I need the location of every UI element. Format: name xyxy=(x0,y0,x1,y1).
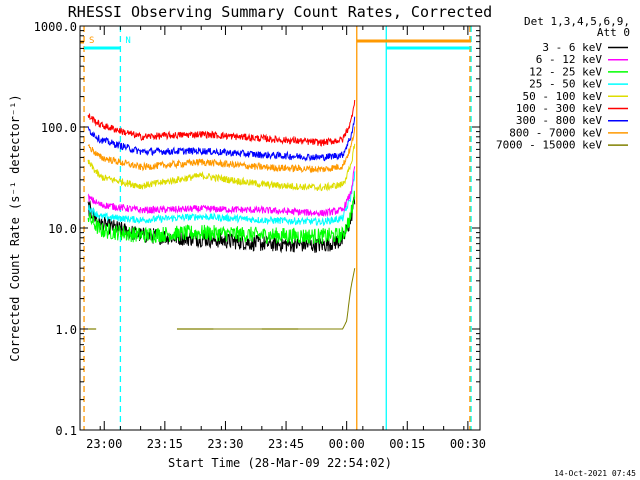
footer-timestamp: 14-Oct-2021 07:45 xyxy=(554,469,636,478)
x-tick-label-0: 23:00 xyxy=(86,437,122,451)
axes: 0.1 1.0 10.0 100.0 1000.0 23:00 23:15 23:30 23:4… xyxy=(34,20,486,451)
marker-label-N: N xyxy=(125,36,130,46)
y-tick-label-2: 10.0 xyxy=(48,222,77,236)
x-tick-label-2: 23:30 xyxy=(207,437,243,451)
y-tick-label-1: 1.0 xyxy=(55,323,77,337)
legend-label-8: 7000 - 15000 keV xyxy=(496,139,602,152)
legend-header-1: Att 0 xyxy=(597,26,630,39)
x-tick-label-1: 23:15 xyxy=(147,437,183,451)
series-line-8 xyxy=(177,268,356,330)
legend-label-4: 50 - 100 keV xyxy=(523,90,603,103)
x-tick-label-4: 00:00 xyxy=(329,437,365,451)
series-line-4 xyxy=(87,143,356,192)
x-tick-label-6: 00:30 xyxy=(450,437,486,451)
marker-label-S: S xyxy=(89,36,94,46)
series-line-3 xyxy=(87,171,356,227)
series-line-6 xyxy=(87,116,356,162)
series-line-7 xyxy=(87,126,356,174)
plot-frame xyxy=(79,25,481,431)
x-tick-label-3: 23:45 xyxy=(268,437,304,451)
x-tick-label-5: 00:15 xyxy=(389,437,425,451)
legend-label-2: 12 - 25 keV xyxy=(529,65,602,78)
legend-label-6: 300 - 800 keV xyxy=(516,114,602,127)
y-tick-label-0: 0.1 xyxy=(55,424,77,438)
legend-header-0: Det 1,3,4,5,6,9, xyxy=(524,15,630,28)
series-line-1 xyxy=(87,166,356,218)
x-axis-label: Start Time (28-Mar-09 22:54:02) xyxy=(168,456,392,470)
y-axis-label: Corrected Count Rate (s⁻¹ detector⁻¹) xyxy=(8,94,22,361)
y-tick-label-3: 100.0 xyxy=(41,121,77,135)
legend-label-1: 6 - 12 keV xyxy=(536,53,603,66)
series-line-5 xyxy=(87,99,356,147)
chart-title: RHESSI Observing Summary Count Rates, Co… xyxy=(68,3,492,21)
legend-label-7: 800 - 7000 keV xyxy=(509,126,602,139)
series-line-0 xyxy=(87,196,356,254)
y-tick-label-4: 1000.0 xyxy=(34,20,77,34)
legend-label-3: 25 - 50 keV xyxy=(529,78,602,91)
legend-label-0: 3 - 6 keV xyxy=(542,41,602,54)
series-line-2 xyxy=(87,190,356,245)
legend-label-5: 100 - 300 keV xyxy=(516,102,602,115)
